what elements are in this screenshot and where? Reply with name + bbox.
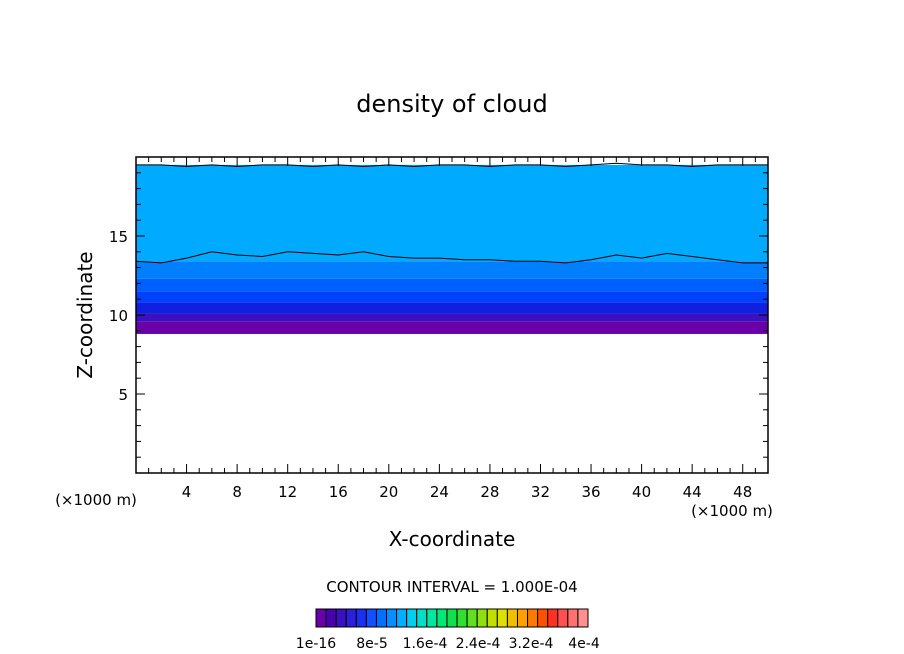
density-layer-4 (136, 278, 768, 292)
colorbar-swatch (466, 608, 478, 628)
colorbar-label: 8e-5 (356, 636, 387, 652)
x-tick-label: 12 (278, 483, 297, 501)
colorbar-swatch (345, 608, 357, 628)
colorbar-label: 2.4e-4 (456, 636, 501, 652)
colorbar-swatch (527, 608, 539, 628)
y-tick-label: 10 (109, 307, 128, 325)
colorbar-label: 1.6e-4 (403, 636, 448, 652)
x-tick-label: 24 (430, 483, 449, 501)
colorbar (315, 608, 589, 628)
colorbar-swatch (496, 608, 508, 628)
x-tick-label: 40 (632, 483, 651, 501)
x-tick-label: 8 (232, 483, 242, 501)
colorbar-swatch (355, 608, 367, 628)
colorbar-swatch (335, 608, 347, 628)
colorbar-swatch (516, 608, 529, 628)
colorbar-swatch (506, 608, 518, 628)
y-tick-label: 15 (109, 228, 128, 246)
colorbar-swatch (577, 608, 589, 628)
chart-title: density of cloud (356, 90, 547, 118)
x-tick-label: 16 (329, 483, 348, 501)
x-tick-label: 4 (182, 483, 192, 501)
density-field (136, 164, 768, 334)
density-layer-5 (136, 261, 768, 279)
colorbar-swatch (486, 608, 498, 628)
colorbar-swatch (375, 608, 388, 628)
colorbar-swatch (325, 608, 337, 628)
y-axis-ticks: 5 10 15 (109, 172, 768, 458)
colorbar-swatch (396, 608, 408, 628)
x-unit-left: (×1000 m) (55, 491, 137, 509)
colorbar-swatch (426, 608, 438, 628)
x-tick-label: 48 (733, 483, 752, 501)
colorbar-swatch (416, 608, 428, 628)
colorbar-swatch (547, 608, 559, 628)
colorbar-label: 1e-16 (296, 636, 336, 652)
colorbar-swatch (567, 608, 579, 628)
density-layer-0 (136, 321, 768, 334)
contour-line-0 (135, 251, 768, 264)
colorbar-label: 4e-4 (568, 636, 600, 652)
colorbar-swatch (386, 608, 398, 628)
colorbar-swatch (476, 608, 488, 628)
density-layer-3 (136, 291, 768, 303)
density-layer-1 (136, 313, 768, 322)
colorbar-labels: 1e-16 8e-5 1.6e-4 2.4e-4 3.2e-4 4e-4 (296, 636, 600, 652)
x-tick-label: 36 (581, 483, 600, 501)
colorbar-swatch (315, 608, 327, 628)
colorbar-swatch (446, 608, 458, 628)
x-tick-label: 28 (480, 483, 499, 501)
x-tick-label: 20 (379, 483, 398, 501)
colorbar-swatch (406, 608, 418, 628)
y-axis-label: Z-coordinate (73, 251, 97, 378)
contour-interval-label: CONTOUR INTERVAL = 1.000E-04 (326, 578, 577, 596)
colorbar-swatch (365, 608, 377, 628)
density-layer-2 (136, 302, 768, 314)
y-tick-label: 5 (118, 386, 128, 404)
colorbar-swatch (557, 608, 569, 628)
colorbar-swatch (436, 608, 448, 628)
contour-line-1 (136, 162, 768, 168)
colorbar-label: 3.2e-4 (509, 636, 554, 652)
x-unit-right: (×1000 m) (691, 502, 773, 520)
colorbar-swatch (456, 608, 468, 628)
x-axis-ticks: 4 8 12 16 20 24 28 32 36 40 44 48 (148, 157, 756, 501)
x-tick-label: 44 (683, 483, 702, 501)
x-axis-label: X-coordinate (389, 527, 516, 551)
x-tick-label: 32 (531, 483, 550, 501)
colorbar-swatch (537, 608, 549, 628)
contour-lines (135, 162, 768, 264)
density-layer-6 (136, 164, 768, 262)
